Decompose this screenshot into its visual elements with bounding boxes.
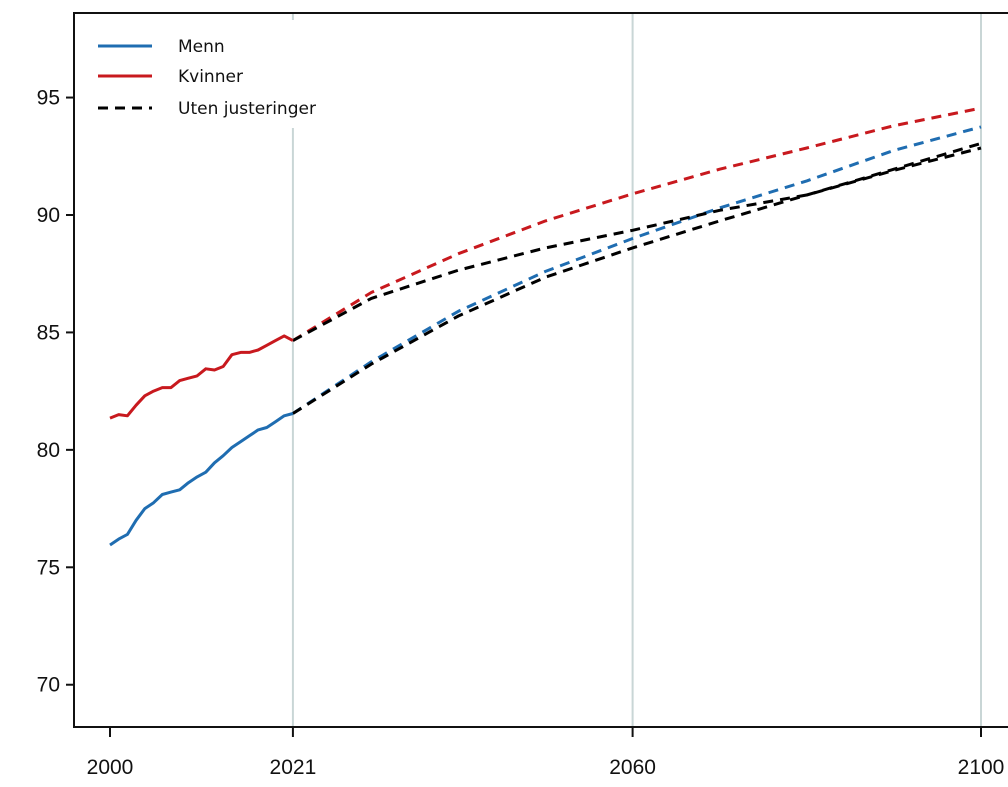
x-axis: 2000 2021 2060 2100 xyxy=(87,727,1005,779)
y-tick-label: 75 xyxy=(37,556,60,579)
series-line-menn-solid xyxy=(109,412,294,547)
y-tick-label: 80 xyxy=(37,439,60,462)
plot-area xyxy=(73,12,1008,728)
x-tick-label: 2100 xyxy=(958,756,1005,779)
series-line-kvinner-solid xyxy=(109,334,294,420)
y-axis: 70 75 80 85 90 95 xyxy=(37,87,74,697)
legend-background xyxy=(84,20,354,128)
series-line-kvinner-dashed xyxy=(292,106,982,342)
legend-label: Kvinner xyxy=(178,67,243,87)
legend: Menn Kvinner Uten justeringer xyxy=(84,20,354,128)
y-tick-label: 90 xyxy=(37,204,60,227)
legend-label: Menn xyxy=(178,37,225,57)
legend-label: Uten justeringer xyxy=(178,99,316,119)
x-tick-label: 2021 xyxy=(270,756,317,779)
y-tick-label: 85 xyxy=(37,321,60,344)
series-layer xyxy=(109,106,982,547)
series-line-menn-dashed xyxy=(292,125,982,415)
x-tick-label: 2060 xyxy=(609,756,656,779)
x-tick-label: 2000 xyxy=(87,756,134,779)
y-tick-label: 70 xyxy=(37,674,60,697)
y-tick-label: 95 xyxy=(37,87,60,110)
series-line-uten-justeringer-dashed xyxy=(292,146,982,342)
series-line-uten-justeringer-dashed xyxy=(292,141,982,415)
plot-frame xyxy=(73,12,1008,728)
reference-lines xyxy=(291,13,982,727)
